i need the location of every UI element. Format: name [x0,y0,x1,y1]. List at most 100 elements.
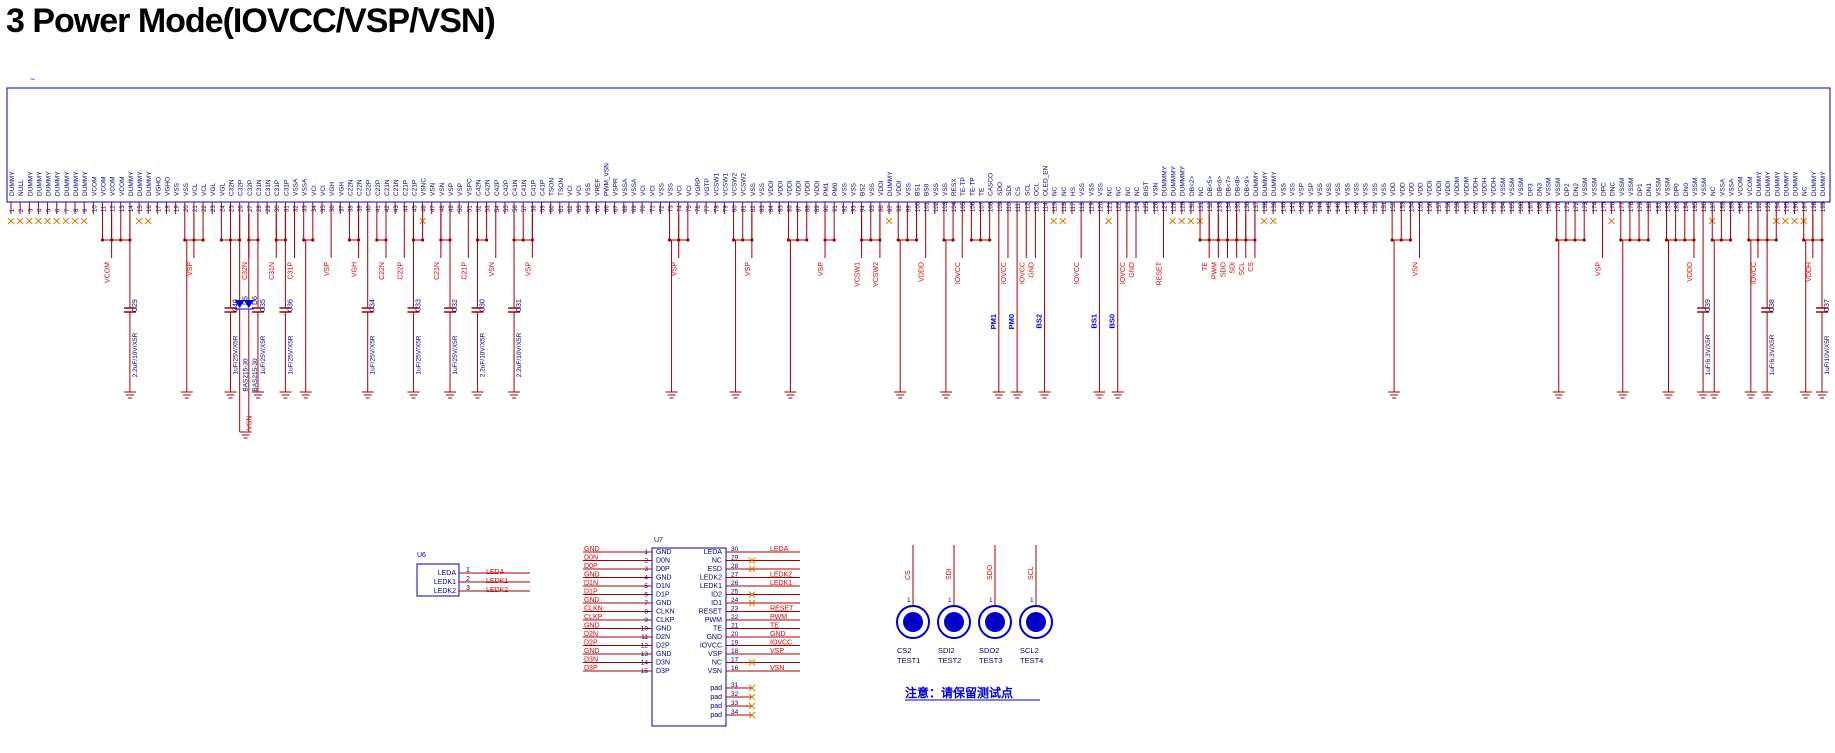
connector-pin-name: DN2 [1573,183,1580,196]
connector-pin-number: 13 [120,205,126,212]
u7-left-number: 3 [644,566,648,573]
connector-pin-number: 23 [211,205,217,212]
connector-pin-name: NC [1061,186,1068,196]
testpoint-pin: 1 [989,597,993,604]
junction-dot [667,238,672,242]
connector-pin-name: TSON [549,178,556,196]
connector-pin-name: VSNC [421,178,428,196]
u6-pin-name: LEDK1 [434,579,456,586]
connector-pin-name: SDO [997,182,1004,196]
connector-pin-name: DUMMY [82,171,89,196]
junction-dot [1664,238,1669,242]
net-label: GND [1028,262,1035,278]
testpoint-pin: 1 [907,597,911,604]
connector-pin-number: 150 [1373,201,1379,212]
connector-pin-name: VSS [841,182,848,196]
junction-dot [521,238,525,242]
connector-pin-name: DUMMY [1811,171,1818,196]
connector-pin-name: VSSM [1692,178,1699,196]
connector-pin-number: 26 [239,205,245,212]
connector-pin-number: 6 [56,208,62,212]
u7-left-name: D2N [656,634,670,641]
connector-pin-number: 51 [467,205,473,212]
net-label: VCOM [105,262,112,283]
u7-left-name: D3P [656,668,670,675]
connector-pin-number: 30 [275,205,281,212]
connector-pin-name: VSSM [1546,178,1553,196]
connector-pin-number: 44 [403,205,409,212]
u7-right-name: ID1 [711,600,722,607]
connector-pin-name: VGL [210,183,217,196]
u7-right-number: 21 [731,623,739,630]
junction-dot [1683,238,1687,242]
u6-net-label: LEDK2 [486,587,508,594]
connector-pin-name: BS0 [924,183,931,196]
cap-value: 1uF/25V/X5R [233,335,240,374]
connector-pin-name: VSS [1088,182,1095,196]
connector-pin-number: 161 [1473,201,1479,212]
nc-mark-b [748,591,756,598]
u7-left-net: GND [584,648,600,655]
connector-pin-name: DP1 [1637,183,1644,196]
junction-dot [686,238,690,242]
connector-pin-name: CS [1015,186,1022,196]
connector-pin-name: C31N [265,179,272,196]
connector-pin-number: 186 [1702,201,1708,212]
connector-pin-number: 116 [1062,202,1068,212]
testpoint-name: SCL2 [1020,646,1039,655]
u6-pin-name: LEDK2 [434,588,456,595]
testpoint-net: SDI [946,568,953,580]
connector-pin-name: VGHO [155,177,162,196]
connector-pin-number: 165 [1510,201,1516,212]
connector-pin-name: VDDH [1482,177,1489,196]
connector-pin-name: VSSM [1500,178,1507,196]
junction-dot [1582,238,1586,242]
junction-dot [1555,238,1559,242]
nc-mark-b [1169,217,1176,225]
connector-pin-number: 42 [385,205,391,212]
connector-pin-number: 193 [1766,201,1772,212]
testpoint-ref: TEST3 [979,656,1002,665]
connector-pin-name: VDD [1418,182,1425,196]
connector-pin-name: DUMMMY [1171,165,1178,196]
u7-left-net: GND [584,597,600,604]
connector-pin-number: 172 [1574,201,1580,212]
net-label: RESET [1156,261,1163,285]
u7-left-name: D0N [656,558,670,565]
nc-mark-b [885,217,893,225]
connector-pin-name: VDDM [1463,177,1470,196]
cap-value: 1uF/6.3V/X5R [1705,334,1712,375]
nc-mark-b [25,217,33,225]
connector-pin-number: 198 [1812,201,1818,212]
junction-dot [302,238,306,242]
strap-label: BS2 [1035,314,1044,329]
testpoint-name: SDO2 [979,646,999,655]
connector-pin-name: DB<5> [1207,176,1214,196]
net-label: VDDD [919,262,926,282]
diode-ref: D6 [252,296,259,305]
net-label: VCSW1 [855,262,862,287]
u6-body [416,563,460,597]
u7-left-name: GND [656,626,672,633]
connector-pin-number: 143 [1309,201,1315,212]
junction-dot [1710,238,1714,242]
cap-value: 1uF/10V/X5R [1824,335,1831,374]
connector-pin-name: VSSM [1701,178,1708,196]
connector-pin-number: 19 [175,205,181,212]
u7-right-name: IOVCC [700,643,722,650]
connector-pin-name: VSSM [1509,178,1516,196]
connector-pin-number: 118 [1080,202,1086,212]
diode-value: BAS215-30 [243,358,250,392]
connector-pin-name: DUMMY [128,171,135,196]
connector-pin-number: 96 [879,205,885,212]
junction-dot [1408,238,1413,242]
cap-ref: C29 [132,299,139,312]
connector-pin-name: DUMMY [1783,171,1790,196]
junction-dot [1637,238,1641,242]
connector-pin-number: 9 [83,208,89,212]
connector-pin-number: 66 [605,205,611,212]
connector-pin-name: NC [1125,186,1132,196]
connector-pin-number: 65 [595,205,601,212]
connector-pin-name: NC [1107,186,1114,196]
